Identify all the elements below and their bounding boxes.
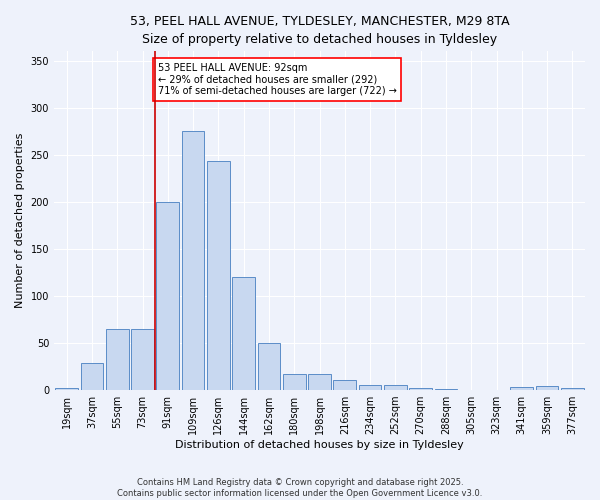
Text: Contains HM Land Registry data © Crown copyright and database right 2025.
Contai: Contains HM Land Registry data © Crown c…	[118, 478, 482, 498]
Bar	[232, 277, 255, 390]
Bar	[434, 389, 457, 390]
Bar	[182, 132, 205, 390]
Title: 53, PEEL HALL AVENUE, TYLDESLEY, MANCHESTER, M29 8TA
Size of property relative t: 53, PEEL HALL AVENUE, TYLDESLEY, MANCHES…	[130, 15, 509, 46]
Bar	[55, 388, 78, 390]
Bar	[106, 329, 128, 390]
Bar	[384, 386, 407, 390]
Bar	[561, 388, 584, 390]
Y-axis label: Number of detached properties: Number of detached properties	[15, 133, 25, 308]
Bar	[207, 162, 230, 390]
Bar	[257, 343, 280, 390]
Bar	[409, 388, 432, 390]
Bar	[157, 202, 179, 390]
Bar	[308, 374, 331, 390]
X-axis label: Distribution of detached houses by size in Tyldesley: Distribution of detached houses by size …	[175, 440, 464, 450]
Bar	[359, 386, 382, 390]
Text: 53 PEEL HALL AVENUE: 92sqm
← 29% of detached houses are smaller (292)
71% of sem: 53 PEEL HALL AVENUE: 92sqm ← 29% of deta…	[158, 62, 397, 96]
Bar	[131, 329, 154, 390]
Bar	[80, 363, 103, 390]
Bar	[511, 388, 533, 390]
Bar	[536, 386, 559, 390]
Bar	[283, 374, 305, 390]
Bar	[334, 380, 356, 390]
